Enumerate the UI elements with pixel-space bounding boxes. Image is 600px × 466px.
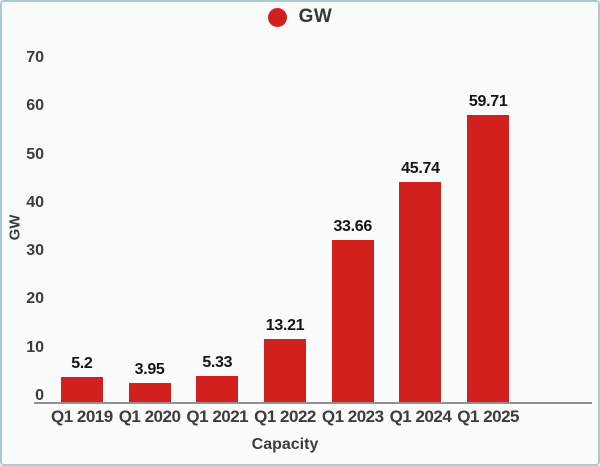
bar-q1-2019[interactable] xyxy=(60,377,103,402)
y-tick-label: 30 xyxy=(26,242,44,260)
bar-q1-2022[interactable] xyxy=(264,338,307,402)
x-tick-label: Q1 2020 xyxy=(118,407,181,426)
bar-slot: 5.33 xyxy=(183,354,251,402)
legend-item-gw[interactable]: GW xyxy=(267,6,333,28)
x-tick-label: Q1 2022 xyxy=(254,407,316,426)
x-tick-label: Q1 2023 xyxy=(321,407,384,426)
bar-value-label: 5.33 xyxy=(202,354,233,372)
y-tick-label: 10 xyxy=(26,338,44,356)
bar-slot: 13.21 xyxy=(251,317,319,402)
y-tick-label: 20 xyxy=(26,290,44,308)
bars-area: 5.2 3.95 5.33 13.21 33.66 45.74 59.71 xyxy=(48,60,522,402)
bar-q1-2024[interactable] xyxy=(399,182,442,402)
x-tick-label: Q1 2021 xyxy=(186,407,249,426)
x-tick-label: Q1 2025 xyxy=(457,407,520,426)
x-axis-ticks: Q1 2019 Q1 2020 Q1 2021 Q1 2022 Q1 2023 Q1 20… xyxy=(48,407,522,427)
bar-slot: 3.95 xyxy=(116,361,184,402)
bar-q1-2020[interactable] xyxy=(128,383,171,402)
y-tick-label: 50 xyxy=(26,145,44,163)
bar-slot: 59.71 xyxy=(454,93,522,402)
bar-value-label: 3.95 xyxy=(134,361,165,379)
y-tick-label: 60 xyxy=(26,97,44,115)
y-tick-label: 0 xyxy=(35,387,44,404)
legend: GW xyxy=(2,6,598,28)
bar-value-label: 5.2 xyxy=(71,355,93,373)
legend-item-label: GW xyxy=(298,6,333,27)
bar-q1-2025[interactable] xyxy=(467,115,510,402)
bar-slot: 45.74 xyxy=(387,160,455,402)
y-tick-label: 70 xyxy=(26,49,44,66)
bar-q1-2023[interactable] xyxy=(331,240,374,402)
x-tick-label: Q1 2024 xyxy=(389,407,452,426)
x-tick-label: Q1 2019 xyxy=(50,407,113,426)
x-axis-line xyxy=(34,402,592,404)
legend-marker-icon xyxy=(267,7,287,27)
bar-value-label: 13.21 xyxy=(265,316,305,334)
bar-value-label: 59.71 xyxy=(468,93,508,111)
bar-slot: 5.2 xyxy=(48,355,116,402)
y-tick-label: 40 xyxy=(26,193,44,211)
x-axis-title: Capacity xyxy=(251,436,319,453)
bar-q1-2021[interactable] xyxy=(196,376,239,402)
bar-value-label: 33.66 xyxy=(333,218,372,236)
bar-value-label: 45.74 xyxy=(401,160,440,178)
bar-slot: 33.66 xyxy=(319,218,387,402)
